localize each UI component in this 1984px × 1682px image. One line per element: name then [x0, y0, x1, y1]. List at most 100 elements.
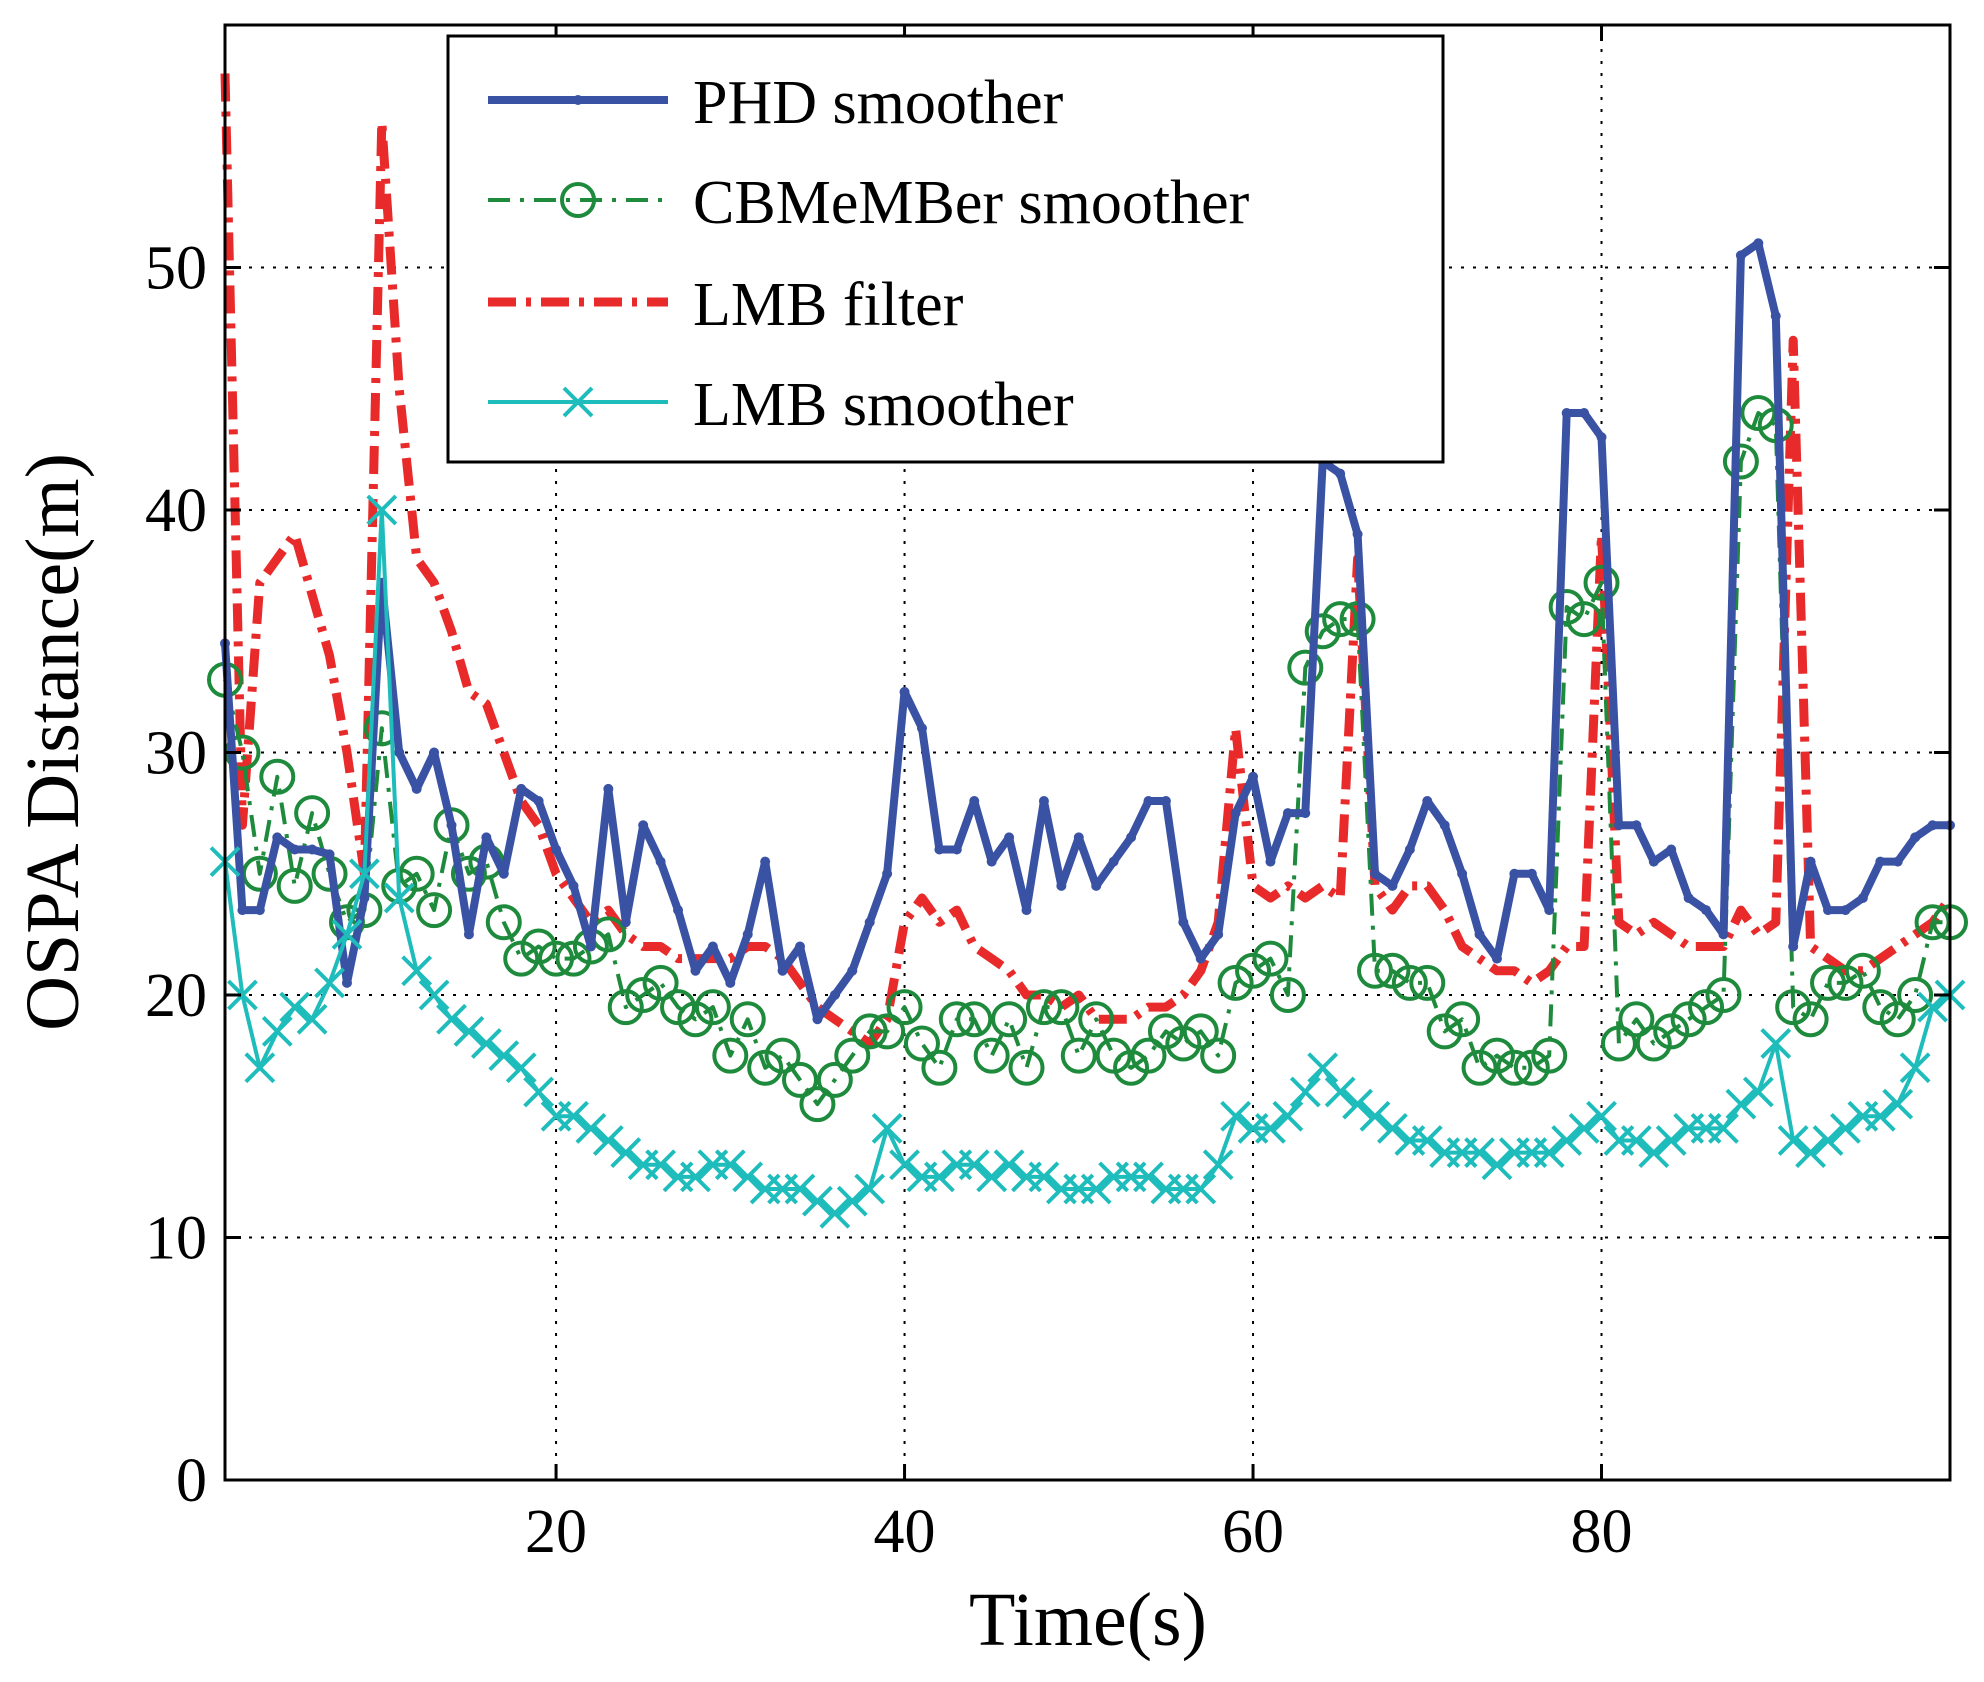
- y-tick-label: 40: [145, 477, 207, 545]
- cbmember-smoother-point: [834, 1037, 871, 1074]
- phd-smoother-point: [899, 686, 910, 697]
- y-tick-label: 10: [145, 1205, 207, 1273]
- phd-smoother-point: [1474, 929, 1485, 940]
- phd-smoother-point: [916, 723, 927, 734]
- phd-smoother-point: [1021, 905, 1032, 916]
- lmb-smoother-point: [1464, 1137, 1495, 1169]
- cbmember-smoother-point: [1357, 952, 1393, 989]
- cbmember-smoother-point: [294, 795, 331, 832]
- cbmember-smoother-point: [1182, 1013, 1219, 1050]
- phd-smoother-point: [272, 832, 283, 843]
- phd-smoother-point: [1370, 868, 1380, 879]
- cbmember-smoother-point: [485, 904, 522, 941]
- y-tick-label: 30: [145, 720, 207, 788]
- phd-smoother-point: [1927, 820, 1938, 831]
- cbmember-smoother-point: [1025, 989, 1062, 1026]
- lmb-smoother-point: [1411, 1125, 1443, 1156]
- phd-smoother-point: [411, 783, 422, 794]
- phd-smoother-point: [1840, 905, 1851, 916]
- lmb-smoother-point: [296, 1003, 328, 1035]
- phd-smoother-point: [1910, 832, 1921, 843]
- phd-smoother-point: [1823, 905, 1834, 916]
- cbmember-smoother-point: [1409, 964, 1446, 1001]
- phd-smoother-point: [359, 893, 370, 903]
- cbmember-smoother-point: [1879, 1001, 1916, 1038]
- phd-smoother-point: [1108, 856, 1119, 867]
- phd-smoother-point: [1701, 905, 1712, 916]
- phd-smoother-point: [1718, 929, 1729, 940]
- phd-smoother-point: [324, 849, 335, 860]
- cbmember-smoother-point: [1008, 1049, 1045, 1086]
- cbmember-smoother-point: [816, 1061, 853, 1098]
- cbmember-smoother-point: [956, 1001, 993, 1038]
- phd-smoother-point: [969, 796, 980, 806]
- lmb-smoother-point: [1708, 1112, 1739, 1144]
- cbmember-smoother-point: [1287, 649, 1324, 686]
- phd-smoother-point: [1666, 844, 1677, 855]
- cbmember-smoother-point: [276, 867, 313, 904]
- phd-smoother-point: [1265, 856, 1276, 867]
- lmb-filter-series: [220, 73, 1954, 1048]
- phd-smoother-point: [1143, 796, 1154, 806]
- cbmember-smoother-point: [642, 964, 679, 1001]
- lmb-smoother-point: [854, 1173, 886, 1205]
- lmb-smoother-point: [1342, 1088, 1373, 1120]
- phd-smoother-point: [1439, 820, 1450, 831]
- cbmember-smoother-point: [1391, 964, 1428, 1001]
- lmb-smoother-point: [227, 979, 258, 1011]
- cbmember-smoother-point: [1130, 1037, 1167, 1074]
- lmb-smoother-point: [1481, 1149, 1513, 1181]
- lmb-smoother-point: [784, 1173, 816, 1205]
- cbmember-smoother-point: [538, 940, 575, 977]
- cbmember-smoother-point: [1897, 977, 1934, 1013]
- y-tick-label: 50: [145, 235, 207, 303]
- y-tick-label: 0: [176, 1447, 207, 1515]
- legend-cbmember-smoother-point: [560, 182, 596, 218]
- cbmember-smoother-point: [1269, 977, 1306, 1013]
- phd-smoother-point: [1004, 832, 1015, 843]
- lmb-smoother-point: [523, 1076, 555, 1108]
- lmb-smoother-point: [1830, 1112, 1861, 1144]
- lmb-smoother-point: [871, 1112, 903, 1144]
- phd-smoother-point: [638, 820, 649, 831]
- cbmember-smoother-point: [1252, 940, 1289, 977]
- phd-smoother-point: [795, 941, 805, 952]
- lmb-smoother-point: [418, 979, 450, 1011]
- lmb-smoother-point: [802, 1185, 833, 1217]
- lmb-smoother-point: [244, 1052, 276, 1084]
- cbmember-smoother-point: [1200, 1037, 1237, 1074]
- cbmember-smoother-point: [416, 892, 453, 929]
- lmb-smoother-point: [923, 1161, 955, 1193]
- lmb-smoother-point: [505, 1052, 537, 1084]
- lmb-smoother-point: [1220, 1100, 1252, 1132]
- phd-smoother-point: [603, 783, 614, 794]
- lmb-smoother-point: [1795, 1137, 1827, 1169]
- phd-smoother-point: [1526, 868, 1537, 879]
- phd-smoother-point: [341, 977, 352, 988]
- phd-smoother-point: [1753, 238, 1764, 249]
- phd-smoother-point: [237, 905, 248, 916]
- lmb-smoother-point: [993, 1149, 1025, 1181]
- cbmember-smoother-point: [1618, 1001, 1655, 1038]
- phd-smoother-point: [1631, 820, 1642, 831]
- cbmember-smoother-point: [1043, 989, 1080, 1026]
- phd-smoother-point: [742, 929, 753, 940]
- phd-smoother-point: [1596, 432, 1607, 443]
- cbmember-smoother-point: [1496, 1049, 1533, 1086]
- y-axis-label: OSPA Distance(m): [11, 453, 95, 1031]
- lmb-smoother-point: [976, 1161, 1008, 1193]
- phd-smoother-point: [1613, 820, 1624, 831]
- lmb-smoother-series: [209, 494, 1966, 1229]
- cbmember-smoother-point: [694, 989, 731, 1026]
- lmb-smoother-point: [436, 1003, 467, 1035]
- phd-smoother-point: [1735, 250, 1746, 261]
- phd-smoother-point: [864, 917, 875, 928]
- phd-smoother-point: [1544, 905, 1555, 916]
- phd-smoother-point: [1892, 856, 1903, 867]
- cbmember-smoother-point: [1722, 443, 1759, 480]
- lmb-smoother-point: [488, 1040, 520, 1072]
- phd-smoother-point: [1875, 856, 1886, 867]
- phd-smoother-point: [1579, 408, 1590, 418]
- lmb-smoother-point: [1255, 1112, 1286, 1144]
- lmb-smoother-point: [1725, 1088, 1757, 1120]
